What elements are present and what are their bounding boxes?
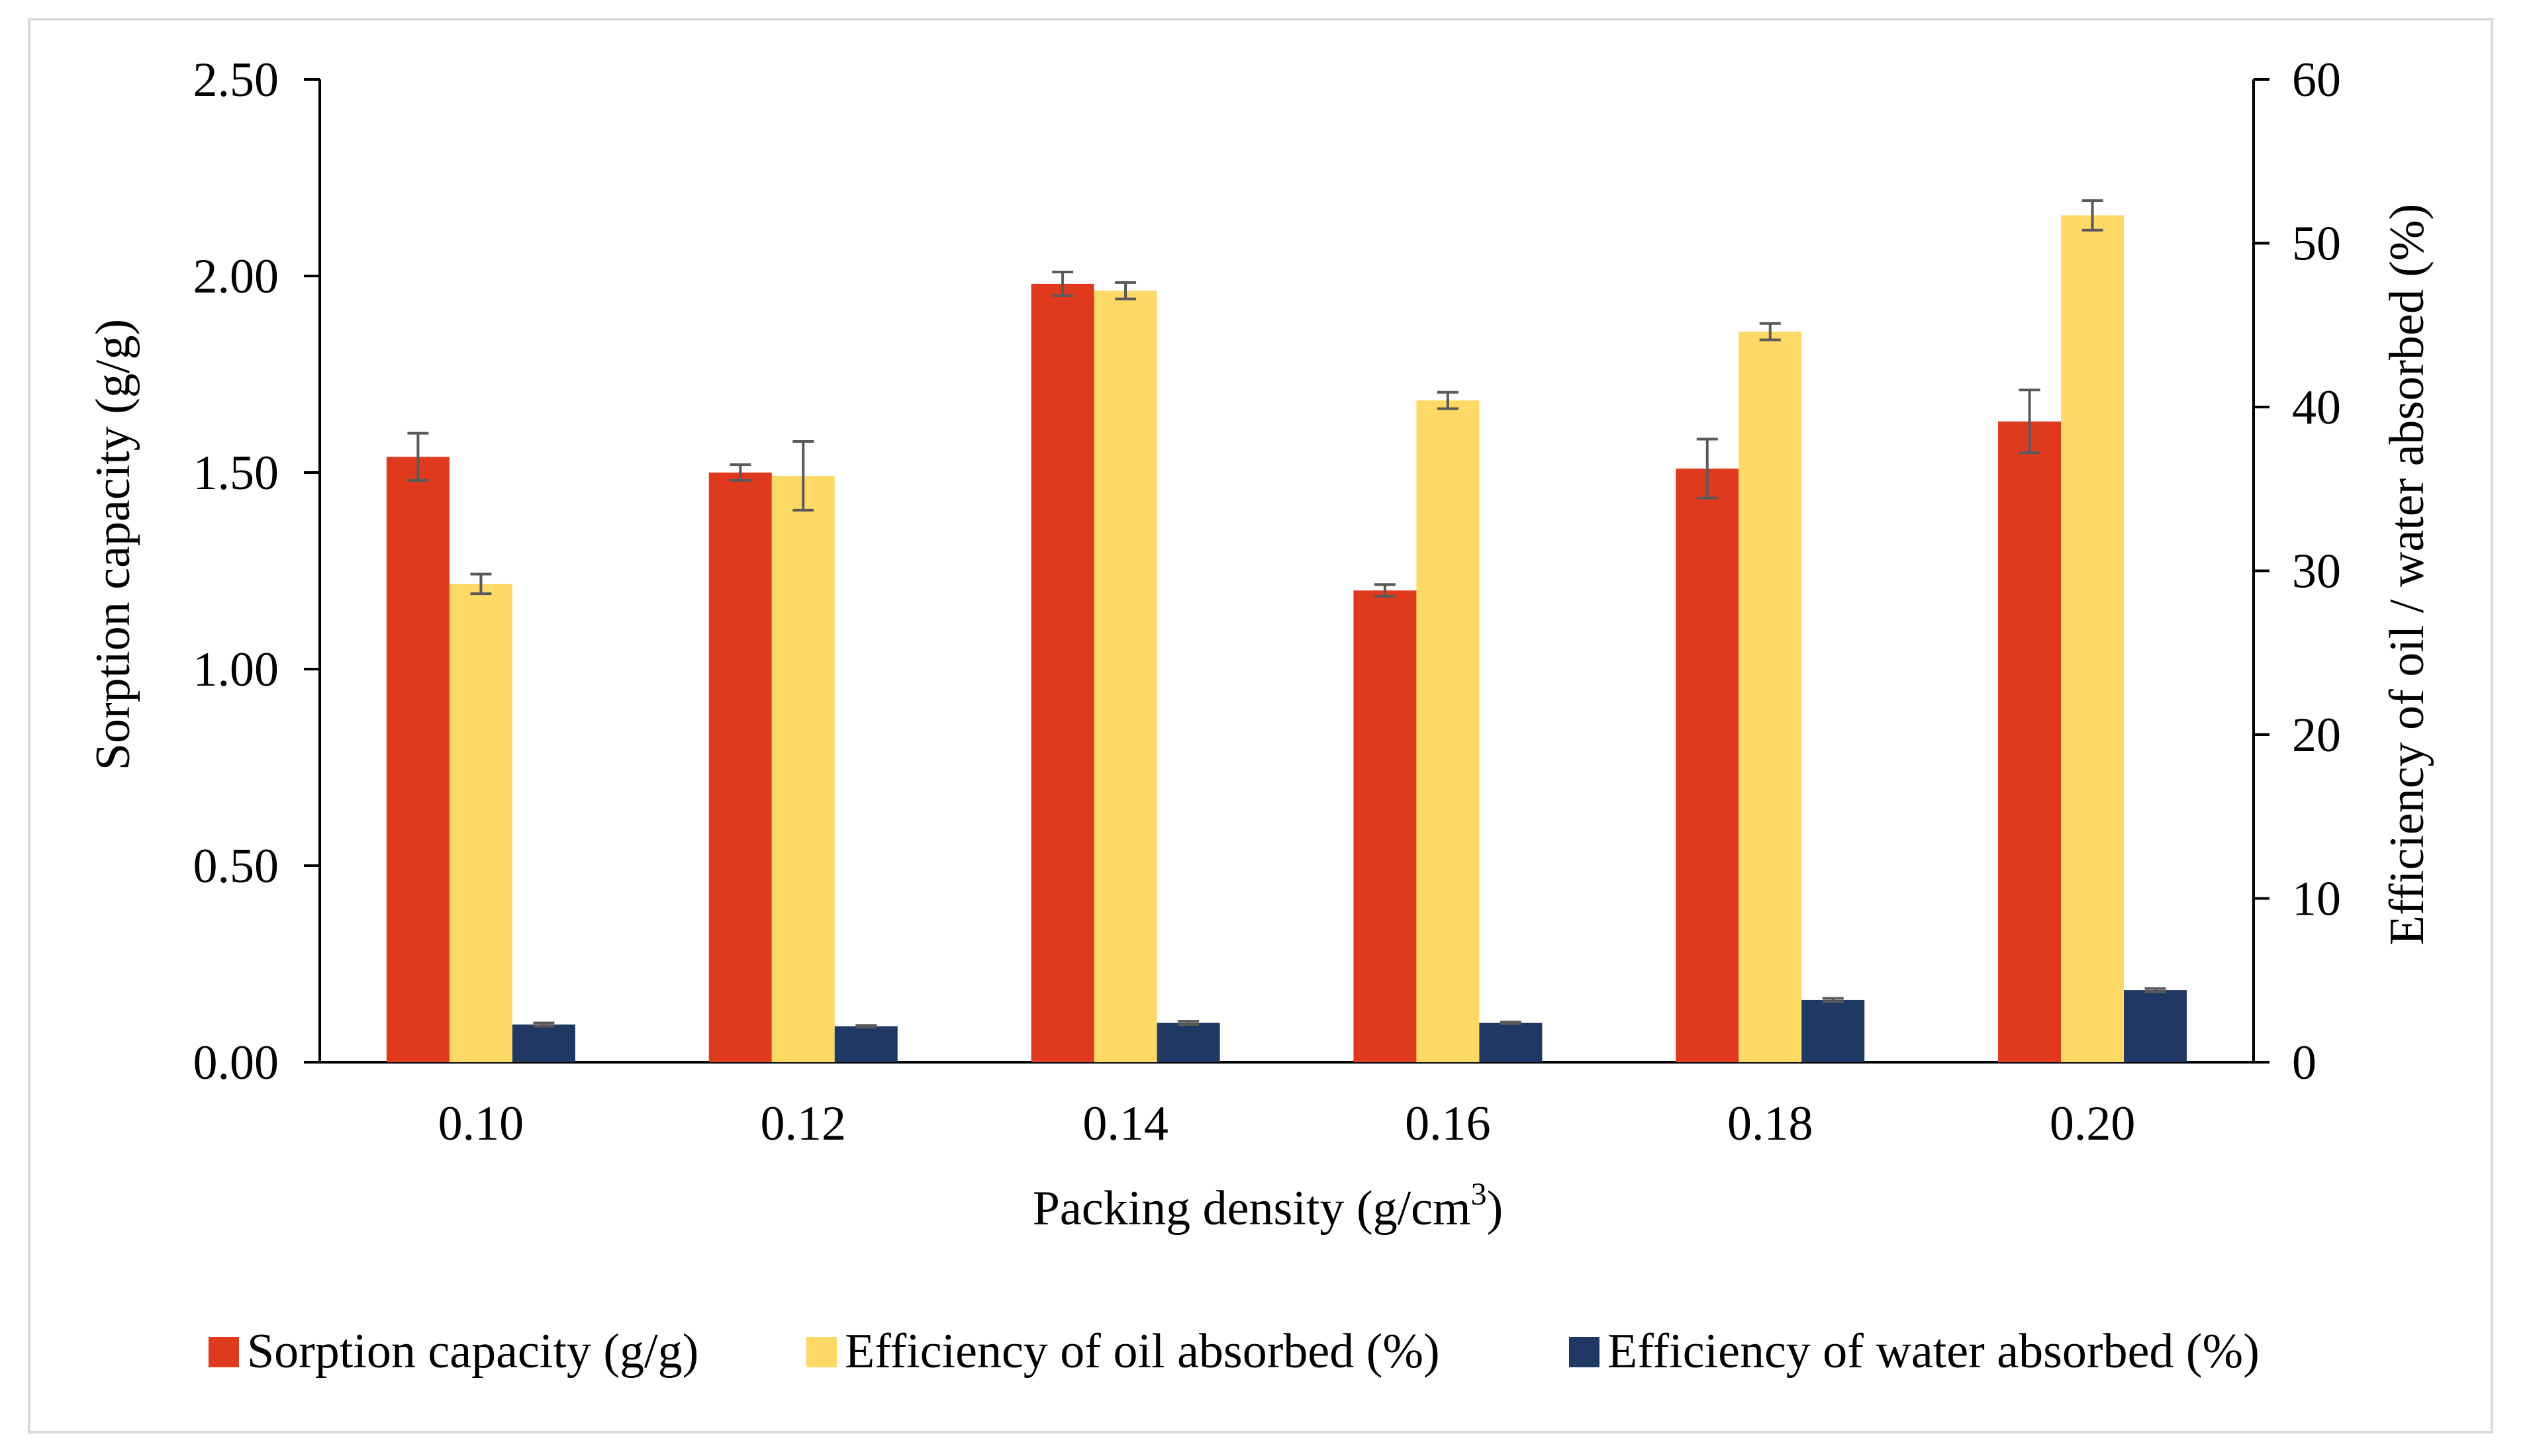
legend-swatch — [209, 1337, 239, 1367]
bar — [1676, 469, 1739, 1062]
x-tick-label: 0.20 — [2050, 1097, 2136, 1151]
y-axis-title: Sorption capacity (g/g) — [86, 319, 140, 770]
x-axis-title-superscript: 3 — [1471, 1177, 1487, 1212]
y-tick-label: 1.50 — [193, 446, 279, 500]
x-axis-title-main: Packing density (g/cm — [1033, 1181, 1471, 1236]
bar — [1801, 999, 1865, 1062]
legend: Sorption capacity (g/g) Efficiency of oil… — [209, 1324, 2260, 1379]
y-tick-label: 2.00 — [193, 250, 279, 304]
bar — [1031, 283, 1094, 1062]
y-tick-label: 1.00 — [193, 643, 279, 697]
bar — [2124, 990, 2187, 1062]
y-tick-label: 0.50 — [193, 839, 279, 893]
error-bars-layer — [407, 199, 2166, 1028]
axes-layer — [304, 78, 2269, 1064]
y2-tick-label: 60 — [2292, 53, 2341, 107]
x-axis-title-suffix: ) — [1487, 1181, 1503, 1236]
bar — [2061, 215, 2124, 1062]
bar — [708, 473, 772, 1062]
bar — [1094, 291, 1157, 1062]
bar — [1479, 1023, 1543, 1062]
bar — [1739, 332, 1802, 1062]
y2-tick-label: 20 — [2292, 708, 2341, 762]
x-tick-label: 0.18 — [1727, 1097, 1813, 1151]
y2-tick-label: 10 — [2292, 872, 2341, 927]
y-tick-label: 0.00 — [193, 1036, 279, 1090]
y2-tick-label: 30 — [2292, 545, 2341, 599]
y2-tick-label: 40 — [2292, 381, 2341, 435]
legend-swatch — [1569, 1337, 1599, 1367]
y-tick-label: 2.50 — [193, 53, 279, 107]
legend-label: Sorption capacity (g/g) — [247, 1324, 698, 1379]
x-tick-label: 0.10 — [438, 1097, 524, 1151]
x-axis-title: Packing density (g/cm3) — [1033, 1177, 1503, 1236]
bar — [834, 1026, 898, 1062]
bar — [1157, 1023, 1220, 1062]
x-tick-label: 0.16 — [1405, 1097, 1491, 1151]
x-tick-label: 0.14 — [1082, 1097, 1169, 1151]
bar — [512, 1024, 575, 1062]
y2-axis-title: Efficiency of oil / water absorbed (%) — [2380, 204, 2434, 946]
bars-layer — [386, 215, 2187, 1062]
bar — [1416, 400, 1480, 1062]
bar — [771, 475, 835, 1062]
y2-tick-label: 0 — [2292, 1036, 2316, 1090]
legend-label: Efficiency of oil absorbed (%) — [845, 1324, 1440, 1379]
labels-layer: 0.00 0.50 1.00 1.50 2.00 2.50 0 10 20 30 40 50 60 0.1… — [193, 53, 2342, 1151]
bar — [449, 584, 512, 1062]
legend-swatch — [806, 1337, 837, 1367]
bar — [386, 457, 450, 1062]
x-tick-label: 0.12 — [761, 1097, 847, 1151]
bar — [1998, 421, 2062, 1062]
legend-label: Efficiency of water absorbed (%) — [1607, 1324, 2260, 1379]
y2-tick-label: 50 — [2292, 217, 2341, 271]
bar — [1353, 590, 1417, 1062]
